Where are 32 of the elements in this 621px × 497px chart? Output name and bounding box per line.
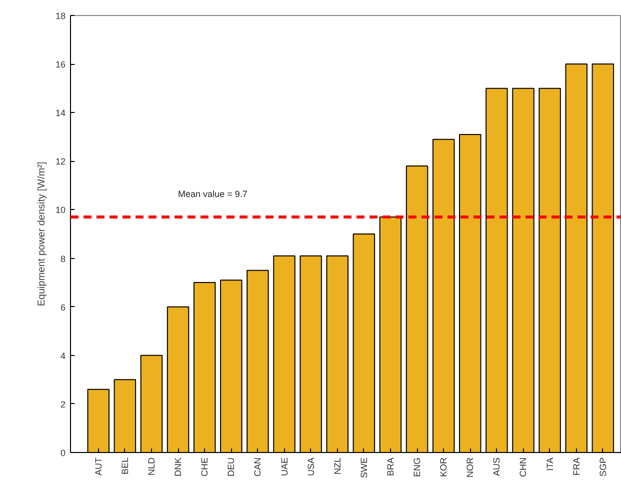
- x-tick-label: USA: [306, 457, 316, 476]
- x-tick-label: DEU: [226, 457, 236, 476]
- x-tick-label: ENG: [412, 457, 422, 478]
- y-tick-label: 6: [60, 302, 66, 312]
- x-tick-label: SGP: [598, 457, 608, 477]
- y-tick-label: 18: [55, 11, 66, 21]
- y-tick-label: 10: [55, 205, 66, 216]
- x-tick-label: CHE: [200, 457, 210, 476]
- x-tick-label: ITA: [544, 457, 555, 471]
- x-tick-label: DNK: [173, 457, 184, 476]
- x-tick-label: FRA: [571, 458, 582, 476]
- y-tick-label: 14: [55, 108, 66, 118]
- x-tick-label: AUS: [492, 457, 502, 476]
- x-tick-label: UAE: [279, 457, 290, 476]
- ref-line-label: Mean value = 9.7: [178, 189, 248, 200]
- x-tick-label: BRA: [385, 457, 396, 476]
- x-tick-label: NOR: [465, 457, 476, 478]
- x-tick-label: NZL: [332, 457, 342, 475]
- y-tick-label: 0: [60, 448, 66, 458]
- y-tick-label: 16: [55, 60, 66, 70]
- y-tick-label: 12: [55, 156, 66, 167]
- x-tick-label: CAN: [252, 457, 263, 476]
- y-tick-label: 2: [60, 399, 66, 410]
- y-axis-title: Equipment power density [W/m²]: [36, 162, 48, 306]
- x-tick-label: SWE: [358, 457, 369, 478]
- x-tick-label: NLD: [146, 457, 156, 476]
- y-tick-label: 4: [60, 350, 66, 361]
- x-tick-label: CHN: [518, 458, 528, 477]
- x-tick-label: AUT: [93, 457, 104, 476]
- x-tick-label: BEL: [120, 457, 130, 475]
- x-tick-label: KOR: [438, 457, 449, 478]
- y-tick-label: 8: [60, 254, 66, 264]
